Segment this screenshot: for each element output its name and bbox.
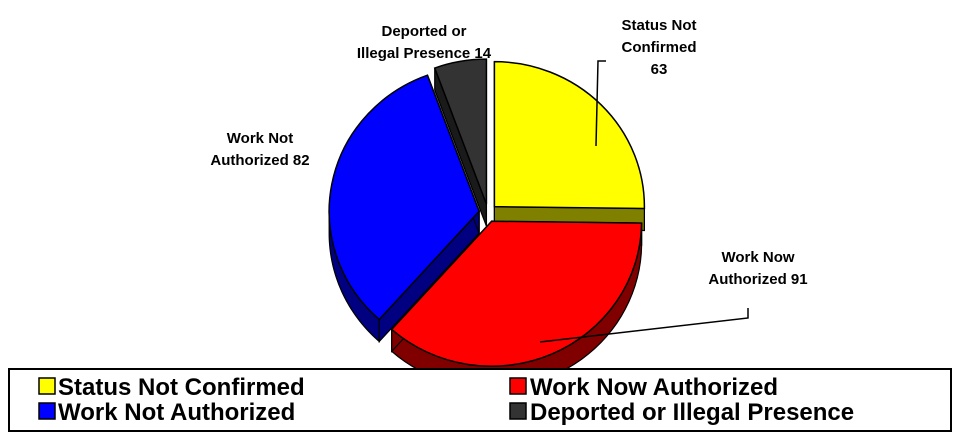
legend-swatch-work-not-authorized — [38, 402, 56, 420]
leader-lines — [539, 60, 749, 343]
slice-deported-or-illegal-presence — [433, 58, 488, 205]
pie-slices — [328, 58, 646, 367]
legend-swatch-deported-or-illegal-presence — [509, 402, 527, 420]
slice-labels: Status Not Confirmed 63 Work Now Authorized … — [210, 17, 807, 288]
slice-label-deported-or-illegal-presence: Deported or Illegal Presence 14 — [357, 23, 492, 62]
slice-label-line: Authorized 91 — [708, 271, 807, 288]
legend-frame — [8, 368, 952, 432]
legend-swatch-work-now-authorized — [509, 377, 527, 395]
slice-label-line: Authorized 82 — [210, 152, 309, 169]
slice-work-not-authorized — [328, 74, 481, 321]
slice-work-now-authorized — [390, 220, 643, 367]
leader-line-work-now-authorized — [539, 308, 749, 343]
legend-label-work-now-authorized: Work Now Authorized — [530, 374, 778, 401]
slice-label-line: Work Not — [227, 130, 293, 147]
slice-label-line: Status Not — [622, 17, 697, 34]
legend-label-deported-or-illegal-presence: Deported or Illegal Presence — [530, 399, 854, 426]
slice-label-line: Work Now — [721, 249, 794, 266]
slice-label-line: 63 — [651, 61, 668, 78]
legend-label-work-not-authorized: Work Not Authorized — [58, 399, 295, 426]
slice-status-not-confirmed — [493, 60, 646, 210]
legend: Status Not Confirmed Work Now Authorized… — [8, 368, 952, 432]
legend-label-status-not-confirmed: Status Not Confirmed — [58, 374, 305, 401]
slice-label-status-not-confirmed: Status Not Confirmed 63 — [622, 17, 697, 78]
legend-swatch-status-not-confirmed — [38, 377, 56, 395]
slice-label-line: Confirmed — [622, 39, 697, 56]
slice-label-line: Deported or — [381, 23, 466, 40]
leader-line-status-not-confirmed — [595, 60, 606, 147]
slice-label-line: Illegal Presence 14 — [357, 45, 492, 62]
slice-label-work-not-authorized: Work Not Authorized 82 — [210, 130, 309, 169]
slice-label-work-now-authorized: Work Now Authorized 91 — [708, 249, 807, 288]
